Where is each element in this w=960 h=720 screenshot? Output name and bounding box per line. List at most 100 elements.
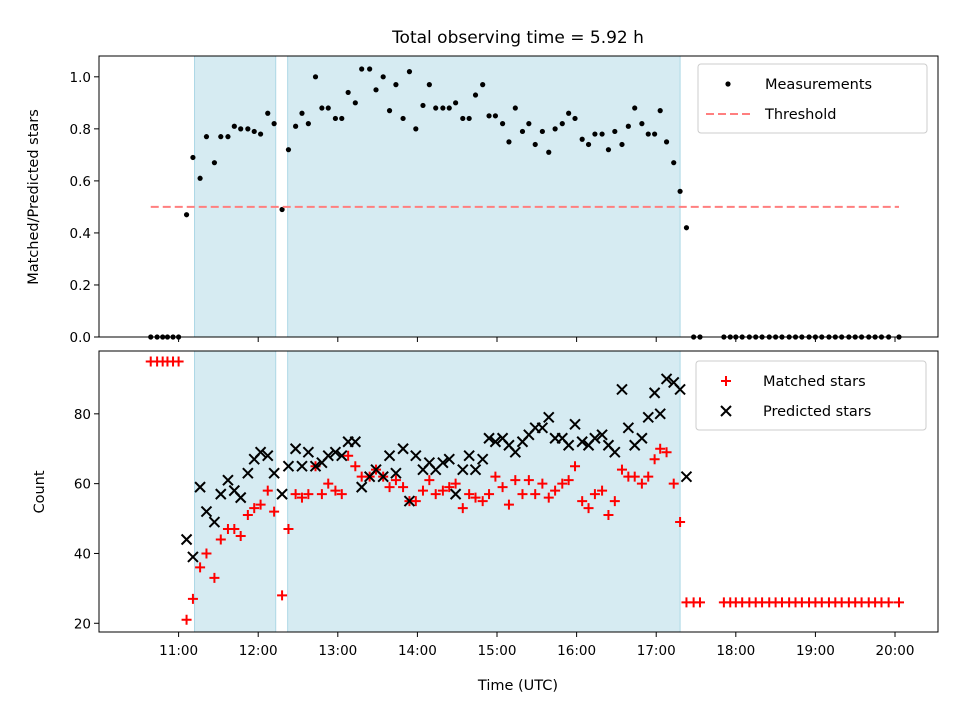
- matched-stars-point: [336, 489, 347, 500]
- measurements-point: [231, 123, 237, 129]
- measurements-point: [645, 131, 651, 137]
- predicted-stars-point: [397, 443, 409, 455]
- predicted-stars-point: [322, 450, 334, 462]
- predicted-stars-point: [180, 533, 193, 546]
- measurements-point: [380, 74, 386, 80]
- matched-stars-point: [563, 475, 574, 486]
- matched-stars-point: [484, 489, 495, 500]
- measurements-point: [339, 115, 345, 122]
- predicted-stars-point: [403, 495, 416, 507]
- measurements-point: [566, 110, 572, 116]
- matched-stars-point: [195, 562, 206, 573]
- measurements-point: [453, 100, 459, 106]
- matched-stars-point: [296, 492, 307, 503]
- top-observing-windows: [194, 55, 681, 338]
- predicted-stars-point: [680, 470, 693, 483]
- bottom-panel: 11:00 12:00 13:00 14:00 15:00 16:00 17:00 18:00…: [32, 350, 939, 659]
- measurements-point: [585, 141, 592, 148]
- matched-stars-point: [497, 482, 508, 493]
- bottom-observing-windows: [194, 350, 681, 633]
- predicted-stars-point: [355, 481, 368, 493]
- legend-matched-stars-swatch: [721, 376, 731, 386]
- legend-threshold-label: Threshold: [764, 107, 836, 123]
- legend-predicted-stars-swatch: [720, 405, 732, 417]
- top-observing-window: [194, 55, 277, 338]
- measurements-point: [257, 131, 264, 137]
- x-tick-label: 15:00: [478, 643, 517, 659]
- measurements-point: [619, 141, 625, 148]
- predicted-stars-point: [536, 422, 549, 434]
- matched-stars-point: [477, 496, 488, 507]
- bottom-y-tick-label: 60: [74, 477, 91, 493]
- measurements-point: [325, 105, 331, 111]
- bottom-observing-window: [287, 350, 681, 633]
- measurements-point: [579, 136, 585, 142]
- top-y-ticks: 0.0 0.2 0.4 0.6 0.8 1.0: [70, 70, 99, 346]
- matched-stars-point: [883, 597, 894, 608]
- measurements-point: [238, 126, 244, 132]
- predicted-stars-point: [457, 463, 469, 476]
- predicted-stars-point: [276, 488, 288, 500]
- top-y-tick-label: 1.0: [70, 70, 91, 86]
- predicted-stars-point: [289, 443, 302, 455]
- matched-stars-point: [316, 489, 327, 500]
- measurements-point: [225, 134, 231, 140]
- measurements-point: [299, 110, 305, 116]
- top-legend: Measurements Threshold: [697, 63, 928, 134]
- measurements-point: [406, 69, 413, 75]
- measurements-point: [552, 126, 558, 132]
- measurements-point: [203, 134, 210, 140]
- predicted-stars-point: [476, 453, 489, 465]
- predicted-stars-point: [200, 505, 213, 518]
- bottom-axes-frame: [98, 350, 939, 633]
- predicted-stars-point: [589, 432, 601, 444]
- matched-stars-point: [457, 503, 468, 514]
- top-x-ticks: [178, 337, 896, 342]
- matched-stars-point: [470, 492, 481, 503]
- matched-stars-point: [649, 454, 660, 465]
- measurements-point: [319, 105, 325, 111]
- measurements-point: [265, 110, 271, 116]
- matched-stars-point: [417, 485, 428, 496]
- x-tick-label: 11:00: [159, 643, 198, 659]
- matched-stars-point: [570, 461, 581, 472]
- measurements-point: [271, 121, 277, 127]
- legend-measurements-label: Measurements: [765, 77, 872, 93]
- predicted-stars-point: [254, 446, 267, 458]
- bottom-y-ticks: 20 40 60 80: [74, 407, 99, 632]
- measurements-point: [506, 139, 512, 145]
- predicted-stars-point: [329, 446, 342, 458]
- top-observing-window: [287, 55, 681, 338]
- matched-stars-point: [277, 590, 288, 601]
- matched-stars-point: [583, 503, 594, 514]
- x-tick-label: 12:00: [239, 643, 278, 659]
- matched-stars-point: [603, 510, 614, 521]
- measurements-point: [683, 225, 690, 231]
- matched-stars-point: [235, 531, 246, 542]
- matched-stars-point: [530, 489, 541, 500]
- x-tick-label: 19:00: [796, 643, 835, 659]
- matched-stars-point: [390, 475, 401, 486]
- predicted-stars-point: [569, 418, 581, 431]
- measurements-point: [426, 82, 432, 88]
- chart-title: Total observing time = 5.92 h: [391, 28, 644, 48]
- legend-matched-stars-label: Matched stars: [763, 374, 866, 390]
- predicted-stars-point: [596, 429, 608, 441]
- top-y-tick-label: 0.4: [70, 226, 91, 242]
- measurements-point: [211, 160, 218, 166]
- matched-stars-point: [490, 471, 501, 482]
- measurements-point: [305, 121, 311, 127]
- measurements-point: [532, 141, 538, 148]
- matched-stars-point: [201, 548, 212, 559]
- predicted-stars-point: [562, 439, 575, 451]
- predicted-stars-point: [242, 467, 254, 479]
- matched-stars-point: [290, 489, 301, 500]
- predicted-stars-point: [215, 488, 227, 500]
- matched-stars-point: [503, 499, 514, 510]
- predicted-stars-point: [543, 411, 555, 424]
- bottom-y-tick-label: 40: [74, 546, 91, 562]
- predicted-stars-point: [194, 481, 206, 493]
- measurements-point: [526, 121, 532, 127]
- matched-stars-point: [303, 489, 314, 500]
- matched-stars-point: [249, 503, 260, 514]
